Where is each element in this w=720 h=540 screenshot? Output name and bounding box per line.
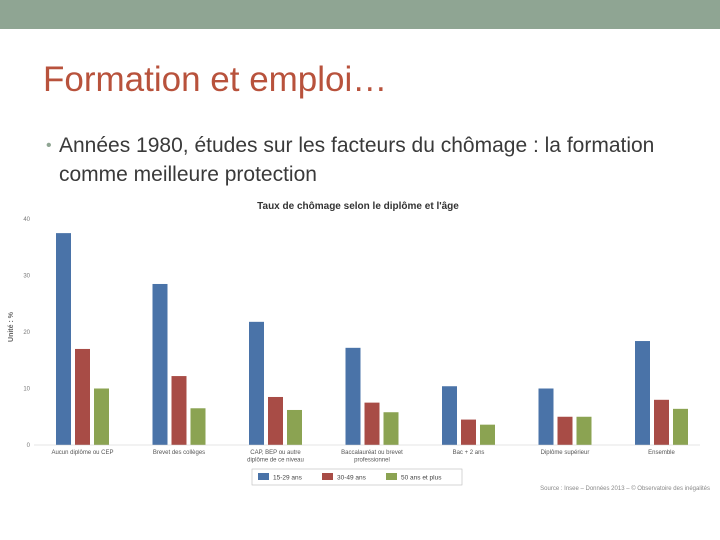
bullet-text: Années 1980, études sur les facteurs du … xyxy=(59,134,655,186)
y-tick-label: 10 xyxy=(23,387,30,393)
y-tick-label: 30 xyxy=(23,274,30,280)
y-tick-label: 40 xyxy=(23,217,30,223)
x-tick-label: Ensemble xyxy=(648,450,675,456)
bar xyxy=(190,408,206,445)
y-axis-label: Unité : % xyxy=(8,311,15,342)
x-tick-label: Baccalauréat ou brevet xyxy=(341,450,403,456)
bar xyxy=(673,408,688,445)
y-tick-label: 20 xyxy=(23,330,30,336)
bullet-dot-icon: • xyxy=(46,137,52,154)
x-tick-label: Bac + 2 ans xyxy=(453,450,485,456)
bar xyxy=(268,396,283,445)
bar xyxy=(557,416,573,445)
bar xyxy=(364,402,380,445)
bullet-item: • Années 1980, études sur les facteurs d… xyxy=(46,131,686,189)
bar xyxy=(461,419,476,445)
bar xyxy=(345,347,361,445)
bar xyxy=(75,348,90,445)
bar xyxy=(383,412,399,445)
bar xyxy=(287,409,302,445)
legend-box xyxy=(251,468,463,486)
x-tick-label: Diplôme supérieur xyxy=(541,450,590,456)
chart-title: Taux de chômage selon le diplôme et l'âg… xyxy=(257,201,459,212)
chart-source: Source : Insee – Données 2013 – © Observ… xyxy=(540,485,710,492)
legend-label: 50 ans et plus xyxy=(401,475,442,482)
bar xyxy=(538,388,554,445)
bar xyxy=(94,388,109,445)
legend-label: 30-49 ans xyxy=(337,475,367,482)
bar xyxy=(635,341,650,445)
bar xyxy=(576,416,592,445)
x-tick-label: Brevet des collèges xyxy=(153,450,205,456)
x-tick-label: Aucun diplôme ou CEP xyxy=(51,450,113,456)
legend-swatch xyxy=(322,473,333,480)
bar xyxy=(171,376,187,445)
legend-label: 15-29 ans xyxy=(273,475,303,482)
y-axis: 0 10 20 30 40 xyxy=(23,217,30,449)
bar xyxy=(152,283,168,445)
bar xyxy=(654,399,669,445)
legend-swatch xyxy=(386,473,397,480)
slide-title: Formation et emploi… xyxy=(43,60,388,99)
bars xyxy=(34,233,700,446)
x-axis-labels: Aucun diplôme ou CEP Brevet des collèges C… xyxy=(51,450,675,464)
bar xyxy=(56,233,71,445)
y-tick-label: 0 xyxy=(27,443,31,449)
x-tick-label: professionnel xyxy=(354,458,390,464)
x-tick-label: CAP, BEP ou autre xyxy=(250,450,301,456)
bar xyxy=(480,424,495,445)
legend-swatch xyxy=(258,473,269,480)
top-bar xyxy=(0,0,720,29)
chart-legend: 15-29 ans 30-49 ans 50 ans et plus xyxy=(251,468,463,486)
bar xyxy=(249,321,264,445)
x-tick-label: diplôme de ce niveau xyxy=(247,458,304,464)
bar xyxy=(442,386,457,445)
unemployment-bar-chart: Taux de chômage selon le diplôme et l'âg… xyxy=(8,201,710,492)
